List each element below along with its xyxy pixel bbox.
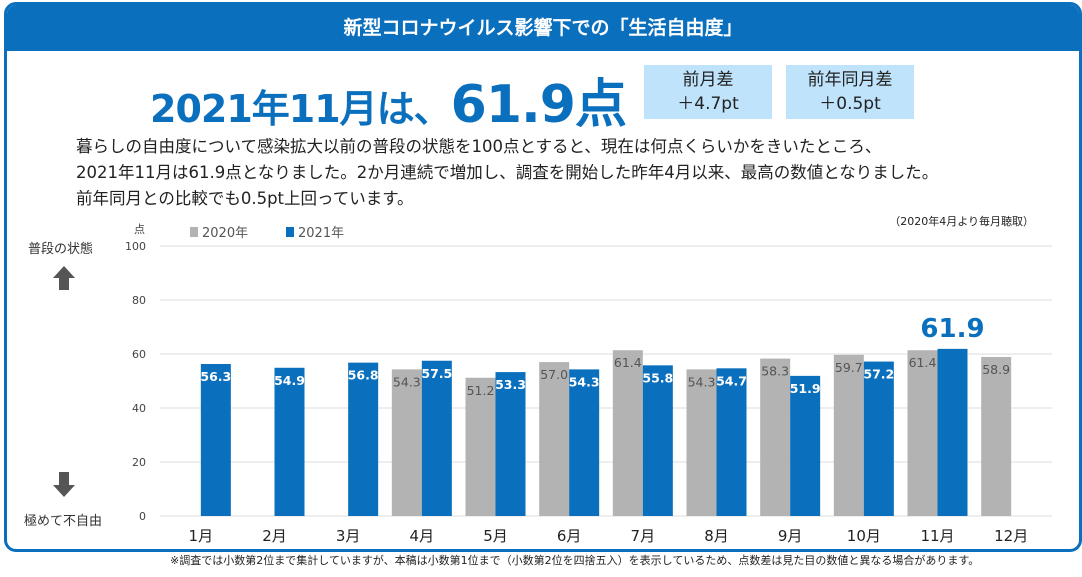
bar-2021 [348, 362, 379, 516]
data-label: 53.3 [495, 377, 526, 392]
bar-2021 [937, 348, 968, 516]
data-label: 57.2 [863, 367, 894, 382]
bar-2021 [790, 375, 821, 516]
bar-2021 [200, 363, 231, 516]
highlight-label: 61.9 [920, 314, 984, 344]
headline-value: 61.9点 [450, 75, 627, 135]
data-label: 54.9 [274, 373, 305, 388]
prev-month-diff: 前月差 ＋4.7pt [644, 65, 772, 119]
bar-2020 [391, 369, 422, 516]
data-label: 61.4 [909, 355, 937, 370]
data-label: 56.8 [348, 368, 379, 383]
y-tick-label: 80 [132, 294, 146, 307]
data-label: 58.9 [982, 362, 1010, 377]
description-line: 2021年11月は61.9点となりました。2か月連続で増加し、調査を開始した昨年… [76, 163, 939, 182]
x-tick-label: 10月 [847, 527, 881, 545]
description-line: 前年同月との比較でも0.5pt上回っています。 [76, 189, 414, 208]
legend-label: 2021年 [298, 226, 344, 241]
data-label: 57.0 [540, 367, 568, 382]
data-label: 61.4 [614, 355, 642, 370]
x-tick-label: 3月 [336, 527, 361, 545]
side-label-top: 普段の状態 [28, 242, 94, 257]
description-line: 暮らしの自由度について感染拡大以前の普段の状態を100点とすると、現在は何点くら… [76, 137, 882, 156]
bar-2020 [907, 350, 938, 516]
bar-2020 [465, 377, 496, 516]
headline-prefix: 2021年11月は、 [150, 87, 452, 131]
y-tick-label: 40 [132, 402, 146, 415]
legend-swatch [190, 227, 198, 237]
bar-2020 [686, 369, 717, 516]
x-tick-label: 1月 [189, 527, 214, 545]
bar-2021 [274, 367, 305, 516]
data-label: 56.3 [200, 369, 231, 384]
y-axis-unit: 点 [134, 223, 145, 236]
data-label: 54.3 [688, 374, 716, 389]
prev-year-diff-value: ＋0.5pt [819, 94, 881, 114]
x-tick-label: 9月 [778, 527, 803, 545]
y-tick-label: 60 [132, 348, 146, 361]
prev-month-diff-label: 前月差 [682, 70, 734, 90]
bar-2020 [539, 362, 570, 516]
x-tick-label: 12月 [994, 527, 1028, 545]
bar-2021 [569, 369, 600, 516]
bar-2021 [642, 365, 673, 516]
side-label-bottom: 極めて不自由 [24, 514, 103, 529]
data-label: 57.5 [421, 366, 452, 381]
data-label: 54.3 [569, 374, 600, 389]
data-label: 54.7 [716, 373, 747, 388]
arrow-up-icon [53, 266, 75, 290]
legend-label: 2020年 [202, 226, 248, 241]
data-label: 55.8 [642, 370, 673, 385]
prev-month-diff-value: ＋4.7pt [677, 94, 739, 114]
x-tick-label: 6月 [557, 527, 582, 545]
x-tick-label: 7月 [631, 527, 656, 545]
data-label: 58.3 [761, 364, 789, 379]
x-tick-label: 4月 [410, 527, 435, 545]
headline: 2021年11月は、61.9点 [150, 62, 627, 137]
bar-2020 [833, 354, 864, 516]
legend-swatch [286, 227, 294, 237]
prev-year-diff-label: 前年同月差 [807, 70, 893, 90]
data-label: 59.7 [835, 360, 863, 375]
survey-note: （2020年4月より毎月聴取） [889, 215, 1034, 228]
bar-2021 [716, 368, 747, 516]
footnote: ※調査では小数第2位まで集計していますが、本稿は小数第1位まで（小数第2位を四捨… [170, 554, 980, 567]
bar-2021 [863, 361, 894, 516]
bar-2020 [612, 350, 643, 516]
y-tick-label: 20 [132, 456, 146, 469]
bar-2020 [981, 356, 1012, 516]
description: 暮らしの自由度について感染拡大以前の普段の状態を100点とすると、現在は何点くら… [76, 134, 938, 212]
x-tick-label: 5月 [483, 527, 508, 545]
data-label: 51.2 [467, 383, 495, 398]
bar-2021 [421, 360, 452, 516]
banner-title: 新型コロナウイルス影響下での「生活自由度」 [7, 5, 1079, 51]
data-label: 51.9 [790, 381, 821, 396]
arrow-down-icon [53, 472, 75, 497]
bar-2020 [760, 358, 791, 516]
y-tick-label: 0 [139, 510, 146, 523]
x-tick-label: 8月 [704, 527, 729, 545]
x-tick-label: 2月 [262, 527, 287, 545]
x-tick-label: 11月 [920, 527, 954, 545]
prev-year-diff: 前年同月差 ＋0.5pt [786, 65, 914, 119]
y-tick-label: 100 [125, 240, 146, 253]
bar-2021 [495, 372, 526, 516]
data-label: 54.3 [393, 374, 421, 389]
